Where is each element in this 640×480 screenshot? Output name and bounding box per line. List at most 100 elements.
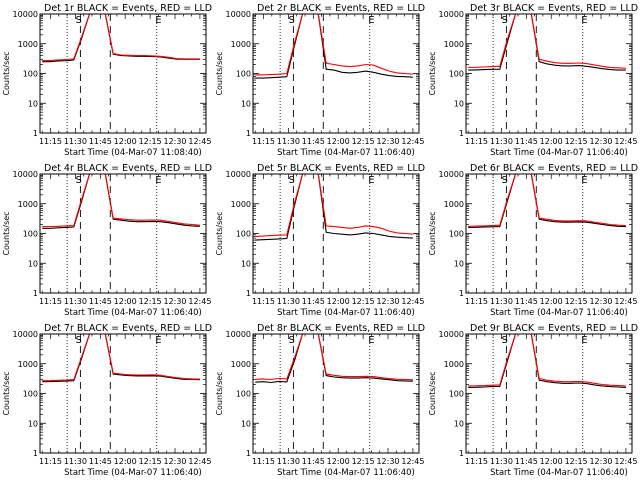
panel-title: Det 9r BLACK = Events, RED = LLD	[470, 323, 638, 334]
y-tick-label: 10	[28, 259, 38, 268]
x-axis-label: Start Time (04-Mar-07 11:06:40)	[277, 148, 415, 158]
x-tick-label: 12:15	[565, 457, 588, 466]
x-tick-label: 11:45	[302, 297, 325, 306]
y-tick-label: 1	[33, 289, 38, 298]
plot-frame	[39, 173, 207, 294]
x-tick-label: 12:45	[614, 457, 637, 466]
x-tick-label: 12:15	[565, 137, 588, 146]
y-tick-label: 10000	[13, 10, 38, 19]
panel-det-1: Det 1r BLACK = Events, RED = LLD 1 10 100 10…	[2, 3, 212, 158]
y-tick-label: 100	[236, 230, 251, 239]
x-tick-label: 12:15	[565, 297, 588, 306]
lld-series-line	[255, 13, 413, 76]
x-tick-label: 11:15	[252, 297, 275, 306]
x-tick-label: 12:00	[327, 297, 350, 306]
y-axis-label: Counts/sec	[428, 371, 437, 415]
y-tick-label: 10000	[226, 10, 251, 19]
x-tick-label: 12:45	[401, 297, 424, 306]
x-tick-label: 11:30	[490, 457, 513, 466]
panel-title: Det 8r BLACK = Events, RED = LLD	[257, 323, 425, 334]
y-tick-label: 1	[33, 449, 38, 458]
x-tick-label: 11:15	[465, 137, 488, 146]
lld-series-line	[255, 333, 413, 381]
start-marker: S	[502, 335, 508, 346]
y-tick-label: 10	[28, 99, 38, 108]
end-marker: E	[368, 15, 374, 26]
start-marker: S	[289, 175, 295, 186]
x-tick-label: 11:30	[64, 297, 87, 306]
x-tick-label: 11:45	[515, 137, 538, 146]
x-axis-label: Start Time (04-Mar-07 11:06:40)	[277, 468, 415, 478]
panel-title: Det 2r BLACK = Events, RED = LLD	[257, 3, 425, 14]
panel-det-4: Det 4r BLACK = Events, RED = LLD 1 10 100 10…	[2, 163, 212, 318]
end-marker: E	[368, 175, 374, 186]
y-tick-label: 1	[459, 449, 464, 458]
x-axis-label: Start Time (04-Mar-07 11:06:40)	[490, 148, 628, 158]
start-marker: S	[289, 15, 295, 26]
start-marker: S	[76, 175, 82, 186]
events-series-line	[468, 13, 626, 71]
y-tick-label: 10000	[439, 170, 464, 179]
x-tick-label: 12:45	[614, 137, 637, 146]
x-tick-label: 12:00	[540, 297, 563, 306]
panel-det-6: Det 6r BLACK = Events, RED = LLD 1 10 100 10…	[428, 163, 638, 318]
y-tick-label: 1000	[444, 40, 464, 49]
end-marker: E	[581, 335, 587, 346]
start-marker: S	[502, 15, 508, 26]
x-tick-label: 12:15	[352, 457, 375, 466]
x-tick-label: 11:45	[302, 457, 325, 466]
x-tick-label: 12:15	[139, 297, 162, 306]
y-tick-label: 10000	[439, 330, 464, 339]
y-tick-label: 10	[241, 99, 251, 108]
y-tick-label: 1	[33, 129, 38, 138]
panel-title: Det 5r BLACK = Events, RED = LLD	[257, 163, 425, 174]
lld-series-line	[42, 173, 200, 228]
x-axis-label: Start Time (04-Mar-07 11:06:40)	[490, 468, 628, 478]
x-axis-label: Start Time (04-Mar-07 11:06:40)	[277, 308, 415, 318]
y-tick-label: 10	[454, 99, 464, 108]
panel-title: Det 6r BLACK = Events, RED = LLD	[470, 163, 638, 174]
y-tick-label: 1000	[18, 40, 38, 49]
events-series-line	[255, 173, 413, 241]
x-tick-label: 11:45	[89, 457, 112, 466]
y-axis-label: Counts/sec	[428, 211, 437, 255]
y-tick-label: 10	[241, 259, 251, 268]
x-tick-label: 12:00	[540, 137, 563, 146]
panel-det-7: Det 7r BLACK = Events, RED = LLD 1 10 100 10…	[2, 323, 212, 478]
x-axis-label: Start Time (04-Mar-07 11:08:40)	[64, 148, 202, 158]
events-series-line	[42, 173, 200, 229]
y-tick-label: 10000	[226, 330, 251, 339]
x-tick-label: 12:00	[114, 457, 137, 466]
y-axis-label: Counts/sec	[2, 211, 11, 255]
x-tick-label: 11:30	[64, 457, 87, 466]
x-tick-label: 11:15	[465, 297, 488, 306]
lld-series-line	[468, 13, 626, 69]
y-tick-label: 1	[459, 129, 464, 138]
x-tick-label: 12:45	[401, 457, 424, 466]
x-tick-label: 11:45	[515, 297, 538, 306]
x-tick-label: 12:15	[139, 137, 162, 146]
x-tick-label: 12:00	[114, 137, 137, 146]
lld-series-line	[468, 333, 626, 387]
plot-frame	[252, 333, 420, 454]
x-tick-label: 11:15	[39, 297, 62, 306]
panel-det-9: Det 9r BLACK = Events, RED = LLD 1 10 100 10…	[428, 323, 638, 478]
y-tick-label: 100	[23, 390, 38, 399]
end-marker: E	[581, 15, 587, 26]
start-marker: S	[502, 175, 508, 186]
lld-series-line	[42, 333, 200, 382]
end-marker: E	[155, 15, 161, 26]
plot-frame	[39, 333, 207, 454]
x-tick-label: 11:45	[302, 137, 325, 146]
panel-title: Det 1r BLACK = Events, RED = LLD	[44, 3, 212, 14]
plot-frame	[465, 173, 633, 294]
y-tick-label: 100	[23, 70, 38, 79]
x-tick-label: 12:30	[589, 457, 612, 466]
y-axis-label: Counts/sec	[2, 371, 11, 415]
x-tick-label: 12:45	[188, 457, 211, 466]
x-tick-label: 12:30	[163, 457, 186, 466]
y-tick-label: 1	[246, 289, 251, 298]
events-series-line	[255, 333, 413, 384]
events-series-line	[42, 333, 200, 383]
